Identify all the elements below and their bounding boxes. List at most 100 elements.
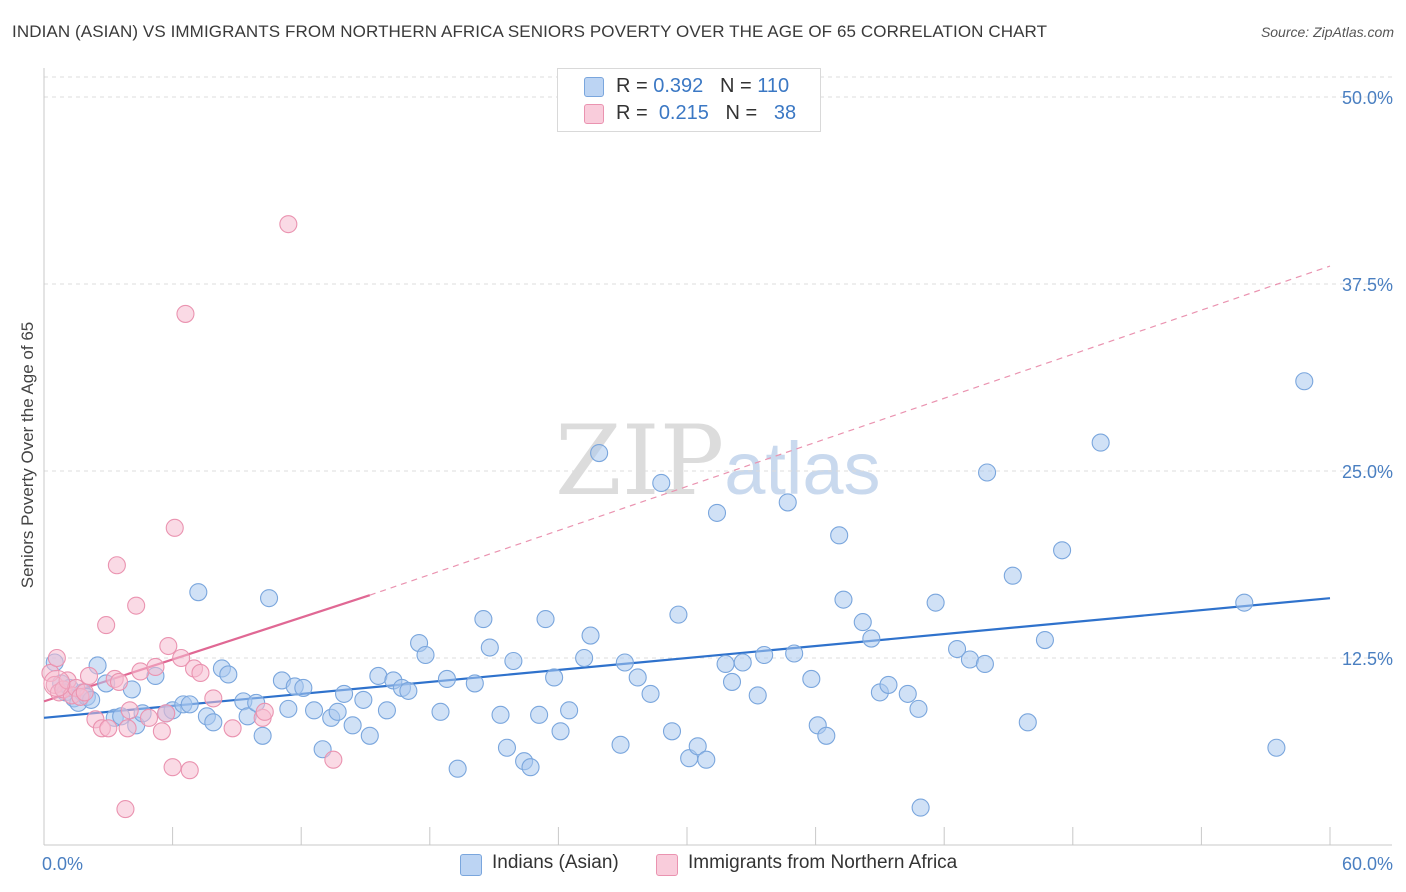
- indian-point: [431, 702, 450, 721]
- indian-point: [1035, 630, 1054, 650]
- north-africa-point: [118, 719, 137, 738]
- chart-title: INDIAN (ASIAN) VS IMMIGRANTS FROM NORTHE…: [12, 22, 1048, 41]
- north-africa-point: [99, 719, 118, 738]
- indian-point: [545, 668, 564, 687]
- r-value-indians: 0.392: [653, 75, 704, 97]
- north-africa-point: [180, 761, 199, 780]
- indian-point: [279, 699, 298, 718]
- indian-point: [1267, 738, 1286, 757]
- indian-point: [480, 638, 499, 657]
- indian-point: [628, 668, 647, 687]
- correlation-legend: R = 0.392 N = 110 R = 0.215 N = 38: [557, 68, 821, 132]
- indian-point: [948, 639, 967, 659]
- north-africa-point: [159, 636, 178, 656]
- indian-point: [189, 583, 208, 602]
- indian-point: [465, 674, 484, 693]
- indian-point: [830, 526, 849, 545]
- north-africa-point: [157, 704, 176, 723]
- watermark-atlas: atlas: [724, 427, 881, 510]
- indian-point: [853, 613, 872, 632]
- indian-point: [669, 605, 688, 624]
- indian-point: [662, 722, 682, 741]
- legend-text-indians: R = 0.392 N = 110: [616, 75, 790, 97]
- indian-point: [652, 473, 671, 493]
- indian-point: [521, 758, 540, 777]
- indian-point: [219, 665, 238, 684]
- watermark-zip: ZIP: [555, 405, 725, 517]
- legend-bottom-label-north-africa: Immigrants from Northern Africa: [688, 852, 958, 873]
- north-africa-point: [107, 556, 126, 575]
- north-africa-point: [172, 648, 191, 668]
- indian-point: [474, 610, 493, 629]
- data-points: [41, 215, 1314, 819]
- indian-point: [716, 654, 735, 674]
- indian-point: [785, 644, 804, 663]
- indian-point: [328, 702, 347, 721]
- indian-point: [615, 653, 634, 672]
- legend-text-north-africa: R = 0.215 N = 38: [616, 102, 797, 124]
- indian-point: [975, 654, 994, 674]
- north-africa-point: [165, 518, 184, 537]
- north-africa-point: [279, 215, 298, 234]
- indian-point: [707, 503, 727, 522]
- north-africa-point: [116, 800, 135, 819]
- r-value-north-africa: 0.215: [658, 102, 709, 124]
- y-tick-label: 37.5%: [1342, 275, 1393, 295]
- indian-point: [437, 669, 456, 688]
- indian-point: [259, 589, 279, 608]
- indian-point: [399, 681, 418, 700]
- watermark: ZIPatlas: [555, 405, 881, 517]
- north-africa-point: [97, 616, 116, 635]
- legend-bottom-label-indians: Indians (Asian): [492, 852, 619, 873]
- indian-point: [898, 684, 917, 703]
- north-africa-point: [324, 750, 343, 769]
- indian-point: [305, 701, 324, 720]
- north-africa-point: [152, 722, 171, 741]
- indian-point: [590, 443, 609, 463]
- north-africa-point: [109, 672, 129, 691]
- indian-point: [294, 678, 313, 697]
- x-tick-label-start: 0.0%: [42, 854, 83, 874]
- y-tick-label: 12.5%: [1342, 649, 1393, 669]
- north-africa-cluster-point: [43, 669, 71, 697]
- n-value-indians: 110: [757, 75, 790, 97]
- indian-point: [722, 672, 742, 691]
- indian-point: [448, 759, 467, 778]
- y-tick-label: 50.0%: [1342, 88, 1393, 108]
- indian-point: [1235, 593, 1254, 612]
- indian-point: [204, 713, 223, 732]
- north-africa-point: [47, 648, 66, 668]
- indian-point: [551, 722, 570, 741]
- indian-point: [491, 705, 510, 724]
- indian-point: [354, 690, 373, 709]
- indian-point: [335, 684, 354, 703]
- trend-lines: [43, 265, 1331, 719]
- indian-point: [581, 626, 600, 645]
- indian-point: [575, 648, 594, 668]
- indian-point: [778, 493, 797, 512]
- indian-point: [755, 645, 774, 665]
- indian-point: [369, 666, 388, 686]
- indian-point: [802, 669, 821, 688]
- legend-bottom-swatch-pink: [656, 854, 678, 876]
- indian-point: [978, 463, 997, 482]
- indian-point: [497, 738, 517, 757]
- north-africa-point: [75, 683, 94, 702]
- axes: [43, 68, 1392, 846]
- north-africa-point: [191, 663, 210, 683]
- indian-point: [960, 650, 979, 669]
- indian-point: [1018, 713, 1037, 732]
- north-africa-point: [176, 304, 195, 323]
- indian-point: [1295, 372, 1314, 391]
- y-tick-label: 25.0%: [1342, 462, 1393, 482]
- indian-point: [360, 726, 379, 745]
- legend-swatch-pink: [584, 104, 604, 124]
- indian-point: [697, 750, 716, 769]
- indian-point: [343, 716, 362, 735]
- indian-point: [536, 610, 555, 629]
- indian-point: [1091, 433, 1110, 452]
- indian-point: [180, 695, 199, 714]
- trend-line-north-africa-extension: [369, 265, 1331, 596]
- legend-swatch-blue: [584, 77, 604, 97]
